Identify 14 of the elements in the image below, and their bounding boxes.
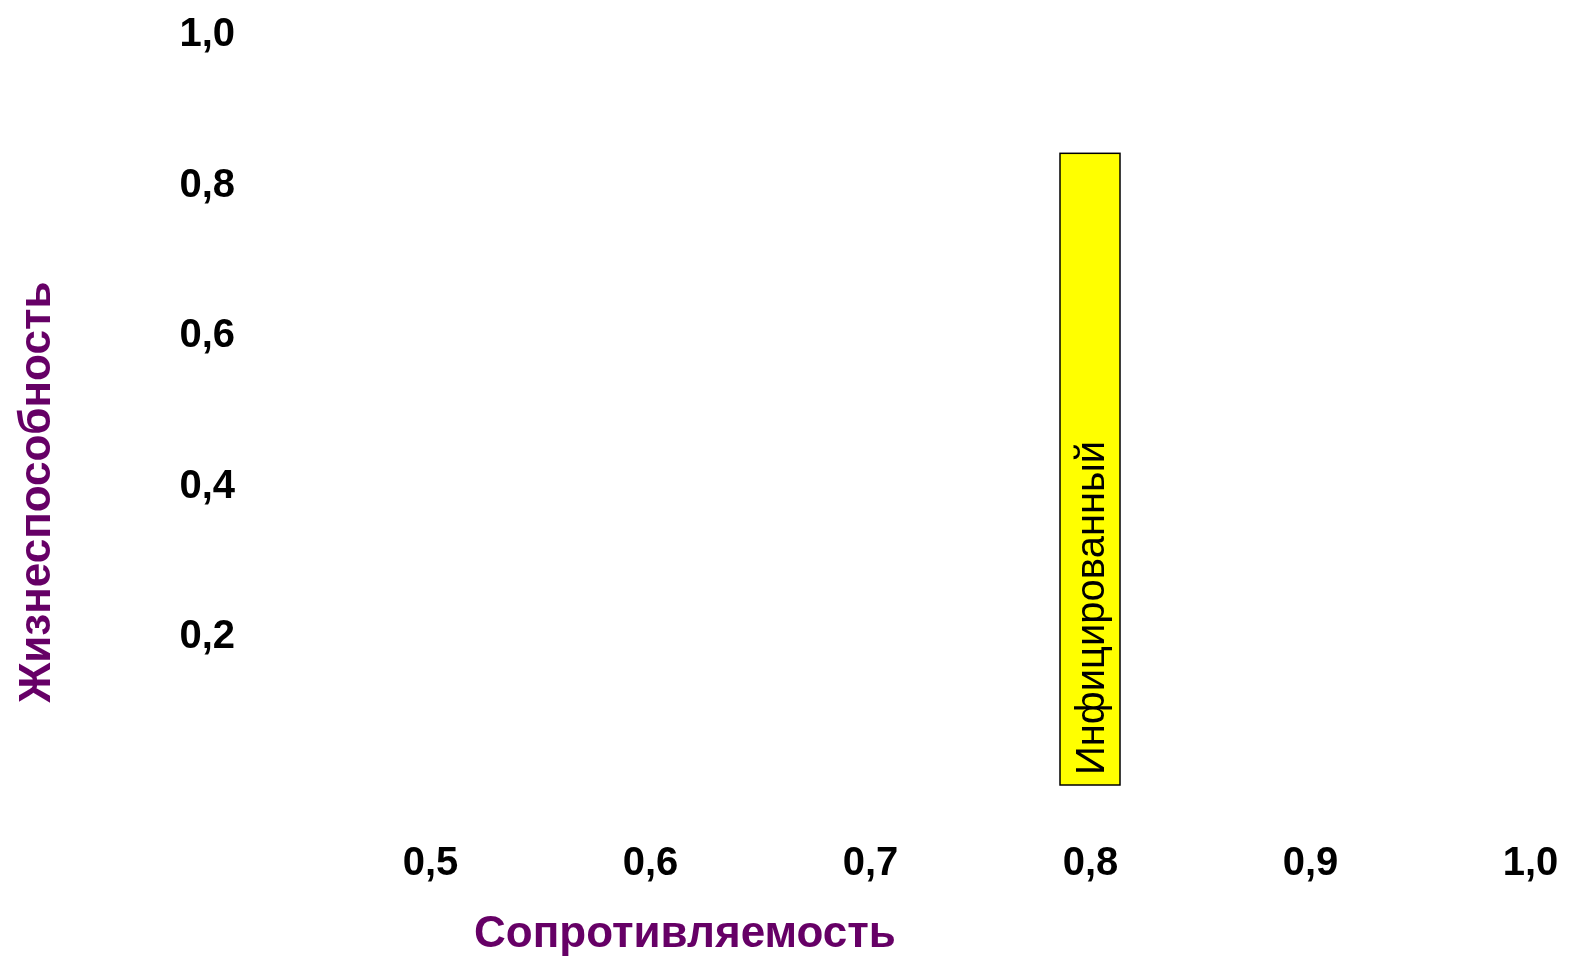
y-tick-label: 0,4 <box>179 461 236 506</box>
x-axis-title: Сопротивляемость <box>474 907 896 956</box>
y-axis-title: Жизнеспособность <box>10 281 59 704</box>
x-tick-label: 0,9 <box>1282 839 1339 884</box>
y-tick-label: 0,6 <box>179 311 235 356</box>
x-tick-label: 0,5 <box>402 839 459 884</box>
y-tick-label: 0,8 <box>179 160 235 205</box>
x-tick-label: 0,8 <box>1062 839 1119 884</box>
x-tick-label: 1,0 <box>1502 839 1559 884</box>
x-tick-label: 0,6 <box>622 839 679 884</box>
x-tick-label: 0,7 <box>842 839 899 884</box>
series-label: Инфицированный <box>1068 440 1112 775</box>
y-tick-label: 0,2 <box>179 611 235 656</box>
y-tick-label: 1,0 <box>179 10 235 55</box>
